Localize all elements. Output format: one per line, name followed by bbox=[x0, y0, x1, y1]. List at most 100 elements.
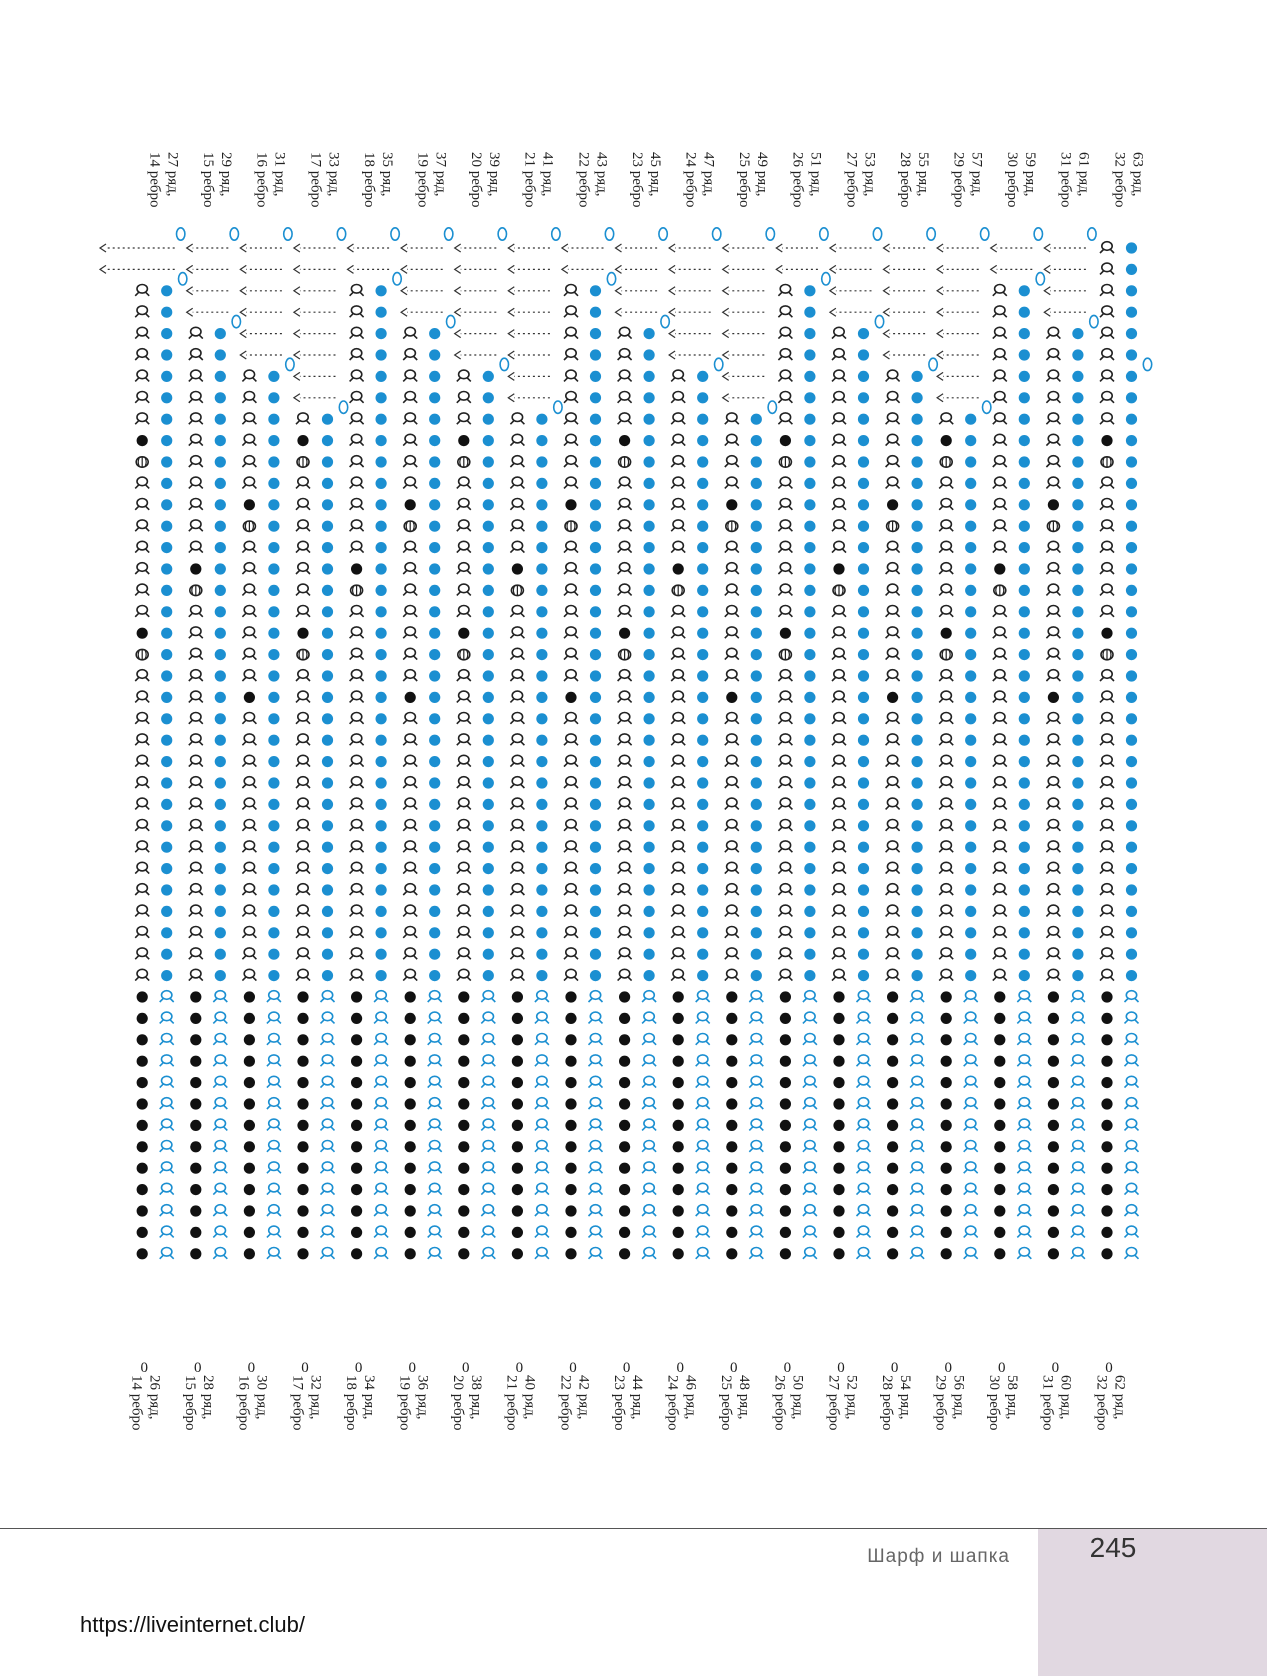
filled-dot-icon bbox=[214, 477, 226, 489]
filled-dot-icon bbox=[965, 691, 977, 704]
yarn-over-icon bbox=[229, 227, 240, 242]
cross-loop-icon bbox=[802, 1118, 818, 1131]
cross-loop-icon bbox=[563, 561, 579, 575]
filled-dot-icon bbox=[297, 1141, 309, 1153]
filled-dot-icon bbox=[697, 798, 709, 811]
direction-arrow bbox=[292, 307, 336, 317]
filled-dot-icon bbox=[833, 1141, 845, 1153]
filled-dot-icon bbox=[589, 691, 602, 704]
cross-loop-icon bbox=[748, 1161, 764, 1174]
filled-dot-icon bbox=[565, 1077, 577, 1089]
cross-loop-icon bbox=[188, 326, 204, 340]
filled-dot-icon bbox=[321, 477, 334, 489]
filled-dot-icon bbox=[1018, 477, 1030, 489]
filled-dot-icon bbox=[697, 756, 709, 768]
cross-loop-icon bbox=[855, 1182, 872, 1196]
filled-dot-icon bbox=[536, 756, 548, 768]
filled-dot-icon bbox=[1018, 756, 1030, 768]
filled-dot-icon bbox=[243, 691, 255, 704]
cross-loop-icon bbox=[641, 1246, 657, 1260]
direction-arrow bbox=[400, 286, 443, 296]
cross-loop-icon bbox=[777, 305, 793, 318]
cross-loop-icon bbox=[1123, 1182, 1140, 1196]
cross-loop-icon bbox=[1045, 711, 1061, 725]
bottom-marker: 0 bbox=[301, 1360, 309, 1376]
cross-loop-icon bbox=[534, 1182, 550, 1196]
cross-loop-icon bbox=[188, 904, 204, 917]
filled-dot-icon bbox=[190, 991, 202, 1003]
filled-dot-icon bbox=[297, 1184, 309, 1196]
cross-loop-icon bbox=[938, 882, 954, 896]
cross-loop-icon bbox=[855, 1096, 872, 1110]
cross-loop-icon bbox=[349, 519, 365, 532]
filled-dot-icon bbox=[779, 1226, 792, 1238]
filled-dot-icon bbox=[161, 713, 173, 725]
cross-loop-icon bbox=[617, 561, 633, 575]
cross-loop-icon bbox=[1123, 1139, 1140, 1153]
cross-loop-icon bbox=[831, 347, 847, 361]
cross-loop-icon bbox=[1099, 240, 1115, 254]
cross-loop-icon bbox=[695, 1075, 711, 1089]
filled-dot-icon bbox=[589, 413, 602, 425]
filled-dot-icon bbox=[429, 798, 441, 811]
cross-loop-icon bbox=[992, 326, 1008, 340]
cross-loop-icon bbox=[587, 1225, 604, 1238]
column-top-label: 61 ряд, bbox=[1076, 152, 1092, 197]
cross-loop-icon bbox=[1070, 1075, 1086, 1089]
filled-dot-icon bbox=[697, 542, 709, 554]
cross-loop-icon bbox=[963, 1225, 979, 1238]
filled-dot-icon bbox=[429, 477, 441, 489]
filled-dot-icon bbox=[536, 606, 548, 618]
cross-loop-icon bbox=[670, 647, 686, 661]
filled-dot-icon bbox=[268, 584, 280, 597]
filled-dot-icon bbox=[565, 691, 577, 704]
filled-dot-icon bbox=[351, 1098, 363, 1110]
filled-dot-icon bbox=[482, 584, 494, 597]
filled-dot-icon bbox=[857, 392, 870, 404]
bottom-marker: 0 bbox=[140, 1360, 148, 1376]
cross-loop-icon bbox=[159, 1011, 175, 1024]
cross-loop-icon bbox=[670, 947, 686, 960]
filled-dot-icon bbox=[214, 691, 226, 704]
filled-dot-icon bbox=[911, 863, 923, 875]
cross-loop-icon bbox=[349, 604, 365, 618]
cross-loop-icon bbox=[563, 305, 579, 318]
filled-dot-icon bbox=[697, 413, 709, 425]
filled-dot-icon bbox=[697, 884, 709, 896]
direction-arrow bbox=[828, 286, 872, 296]
filled-dot-icon bbox=[994, 1205, 1006, 1217]
filled-dot-icon bbox=[268, 606, 280, 618]
filled-dot-icon bbox=[804, 563, 816, 575]
filled-dot-icon bbox=[214, 734, 226, 746]
filled-dot-icon bbox=[911, 970, 923, 982]
cross-loop-icon bbox=[885, 583, 901, 596]
cross-loop-icon bbox=[938, 690, 954, 703]
cross-loop-icon bbox=[831, 476, 847, 489]
yarn-over-icon bbox=[282, 227, 293, 242]
cross-loop-icon bbox=[992, 412, 1008, 425]
filled-dot-icon bbox=[965, 520, 977, 532]
column-top-label: 29 ряд, bbox=[218, 152, 234, 197]
filled-dot-icon bbox=[136, 991, 148, 1003]
filled-dot-icon bbox=[965, 413, 977, 425]
filled-dot-icon bbox=[589, 627, 602, 639]
filled-dot-icon bbox=[643, 649, 655, 661]
filled-dot-icon bbox=[887, 1141, 899, 1153]
cross-loop-icon bbox=[617, 497, 633, 511]
cross-loop-icon bbox=[188, 476, 204, 489]
cross-loop-icon bbox=[1099, 968, 1115, 982]
filled-dot-icon bbox=[482, 435, 494, 447]
cross-loop-icon bbox=[402, 754, 418, 768]
cross-loop-icon bbox=[319, 1075, 336, 1089]
cross-loop-icon bbox=[855, 1161, 872, 1174]
cross-loop-icon bbox=[212, 1096, 228, 1110]
column-bottom-label: 15 ребро bbox=[182, 1375, 198, 1431]
yarn-over-icon bbox=[231, 314, 242, 329]
filled-dot-icon bbox=[1018, 863, 1030, 875]
filled-dot-icon bbox=[404, 1184, 416, 1196]
cross-loop-icon bbox=[855, 1032, 872, 1046]
cross-loop-icon bbox=[241, 369, 257, 382]
cross-loop-icon bbox=[509, 775, 525, 789]
yarn-over-icon bbox=[284, 357, 295, 372]
cross-loop-icon bbox=[188, 347, 204, 361]
